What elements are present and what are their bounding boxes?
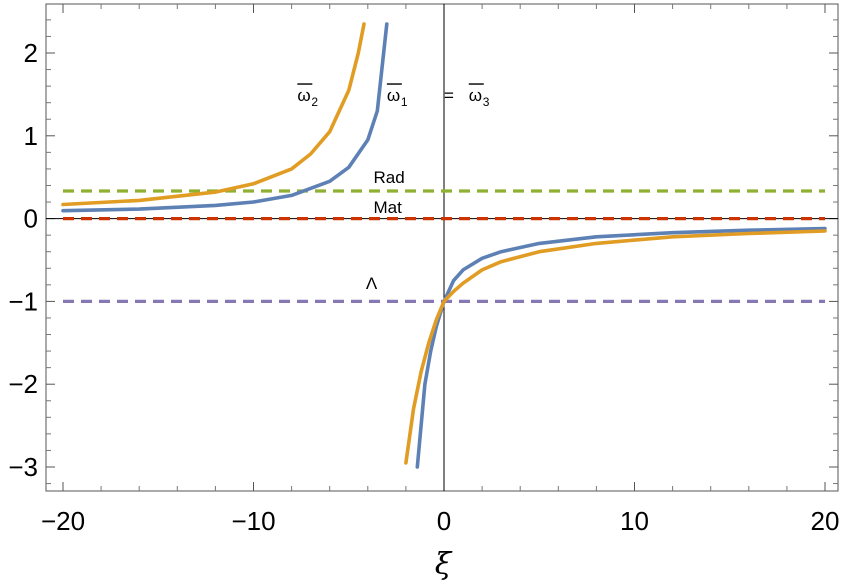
series-curve (61, 22, 389, 213)
series-curve (404, 229, 827, 465)
plot-frame (45, 3, 839, 492)
curve-label-subscript: 1 (401, 95, 408, 109)
line-label: = (444, 86, 454, 105)
y-tick-label: −3 (8, 452, 38, 482)
y-tick-label: 2 (24, 38, 38, 68)
curve-label-symbol: ω (469, 86, 482, 105)
y-tick-label: −1 (8, 286, 38, 316)
x-tick-label: 0 (437, 506, 451, 536)
y-tick-label: 0 (24, 204, 38, 234)
x-axis-title: ξ (435, 547, 453, 582)
series-curve (415, 226, 827, 469)
curve-label-subscript: 2 (311, 95, 318, 109)
y-tick-label: −2 (8, 369, 38, 399)
line-label: Λ (366, 274, 378, 293)
x-tick-label: 10 (620, 506, 649, 536)
y-tick-label: 1 (24, 121, 38, 151)
curve-label-subscript: 3 (483, 95, 490, 109)
x-tick-label: −10 (231, 506, 275, 536)
tick-marks (46, 4, 838, 491)
x-tick-label: −20 (41, 506, 85, 536)
x-tick-label: 20 (811, 506, 840, 536)
series-group (61, 22, 827, 469)
series-curve (61, 22, 366, 207)
curve-label-symbol: ω (387, 86, 400, 105)
curve-label-symbol: ω (297, 86, 310, 105)
zero-axes (46, 4, 838, 491)
line-label: Mat (374, 198, 403, 217)
line-label: Rad (374, 168, 405, 187)
